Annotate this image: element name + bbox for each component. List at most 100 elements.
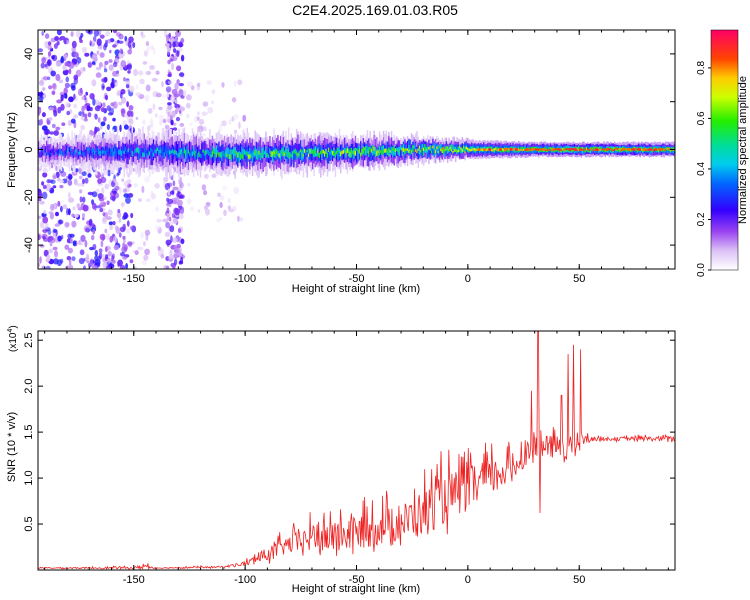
heatmap-cell (95, 66, 102, 71)
heatmap-ridge-cell (437, 150, 440, 154)
heatmap-ridge-cell (445, 147, 448, 150)
heatmap-ridge-cell (413, 146, 415, 158)
heatmap-ridge-cell (440, 143, 442, 150)
heatmap-ridge-cell (175, 150, 178, 156)
heatmap-ridge-cell (398, 150, 401, 154)
heatmap-ridge-cell (241, 146, 243, 159)
heatmap-cell (198, 118, 205, 125)
heatmap-ridge-cell (608, 148, 611, 150)
heatmap-cell (82, 178, 85, 184)
heatmap-ridge-cell (221, 152, 223, 159)
heatmap-cell (207, 106, 214, 114)
heatmap-ridge-cell (46, 152, 48, 156)
heatmap-ridge-cell (567, 148, 569, 152)
heatmap-cell (176, 65, 182, 72)
heatmap-ridge-cell (433, 147, 436, 151)
heatmap-ridge-cell (148, 151, 151, 156)
heatmap-ridge-cell (496, 146, 498, 151)
snr-x-ticks: -150 -100 -50 0 50 (44, 331, 669, 586)
spectrogram-y-label: Frequency (Hz) (6, 112, 18, 188)
heatmap-cell (219, 195, 225, 201)
heatmap-cell (169, 249, 173, 256)
heatmap-ridge-cell (142, 152, 144, 157)
heatmap-cell (176, 50, 180, 57)
heatmap-ridge-cell (185, 149, 187, 162)
heatmap-ridge-cell (305, 150, 307, 156)
heatmap-ridge-cell (112, 147, 115, 156)
colorbar-tick-label: 0.6 (696, 111, 707, 125)
heatmap-ridge-cell (76, 153, 79, 157)
heatmap-ridge-cell (549, 147, 552, 151)
heatmap-ridge-cell (215, 152, 218, 158)
heatmap-ridge-cell (507, 148, 509, 153)
heatmap-ridge-cell (545, 149, 548, 152)
heatmap-ridge-cell (283, 152, 286, 156)
heatmap-cell (145, 84, 151, 92)
heatmap-ridge-cell (461, 143, 464, 153)
heatmap-ridge-cell (535, 148, 537, 151)
heatmap-cell (64, 221, 70, 228)
heatmap-ridge-cell (294, 151, 297, 160)
heatmap-ridge-cell (619, 148, 621, 152)
heatmap-cell (139, 78, 145, 85)
heatmap-cell (117, 209, 121, 213)
heatmap-cell (85, 30, 92, 34)
heatmap-cell (125, 263, 128, 269)
heatmap-peak-cell (568, 148, 572, 151)
heatmap-cell (120, 108, 126, 114)
heatmap-ridge-cell (182, 144, 184, 156)
heatmap-cell (126, 220, 130, 227)
heatmap-ridge-cell (440, 148, 442, 152)
x-tick-label: 0 (465, 273, 471, 285)
heatmap-cell (202, 126, 207, 132)
heatmap-cell (71, 85, 76, 91)
heatmap-cell (166, 212, 169, 217)
heatmap-ridge-cell (38, 150, 40, 154)
heatmap-ridge-cell (55, 147, 57, 158)
heatmap-cell (91, 79, 97, 87)
heatmap-ridge-cell (214, 151, 216, 161)
heatmap-cell (52, 175, 57, 179)
heatmap-cell (107, 250, 112, 257)
heatmap-ridge-cell (136, 148, 139, 157)
heatmap-ridge-cell (564, 148, 566, 151)
heatmap-ridge-cell (257, 151, 259, 160)
heatmap-ridge-cell (449, 146, 452, 150)
heatmap-cell (150, 45, 154, 51)
heatmap-peak-cell (488, 148, 492, 151)
heatmap-ridge-cell (340, 151, 342, 157)
heatmap-cell (38, 234, 41, 241)
heatmap-peak-cell (605, 148, 609, 151)
heatmap-ridge-cell (67, 147, 69, 153)
heatmap-ridge-cell (433, 146, 436, 158)
heatmap-ridge-cell (571, 148, 573, 152)
heatmap-ridge-cell (62, 151, 64, 156)
heatmap-cell (129, 225, 134, 231)
heatmap-cell (112, 44, 117, 48)
heatmap-ridge-cell (406, 148, 409, 151)
heatmap-ridge-cell (79, 150, 81, 155)
heatmap-cell (94, 259, 101, 266)
heatmap-ridge-cell (317, 149, 319, 154)
heatmap-ridge-cell (392, 149, 394, 158)
heatmap-ridge-cell (413, 145, 415, 149)
heatmap-ridge-cell (135, 148, 138, 153)
heatmap-ridge-cell (255, 154, 258, 160)
heatmap-ridge-cell (501, 148, 504, 153)
heatmap-cell (43, 209, 47, 215)
heatmap-ridge-cell (195, 151, 198, 160)
x-tick-label: 50 (573, 273, 585, 285)
heatmap-cell (119, 187, 122, 194)
heatmap-ridge-cell (401, 147, 403, 152)
heatmap-ridge-cell (491, 146, 493, 151)
heatmap-ridge-cell (652, 149, 655, 152)
heatmap-cell (109, 49, 112, 54)
heatmap-ridge-cell (44, 149, 47, 153)
heatmap-ridge-cell (263, 151, 266, 155)
heatmap-ridge-cell (441, 147, 444, 153)
heatmap-ridge-cell (302, 147, 305, 160)
heatmap-ridge-cell (146, 149, 148, 159)
heatmap-cell (106, 216, 112, 221)
heatmap-ridge-cell (390, 150, 393, 154)
heatmap-ridge-cell (337, 148, 339, 160)
